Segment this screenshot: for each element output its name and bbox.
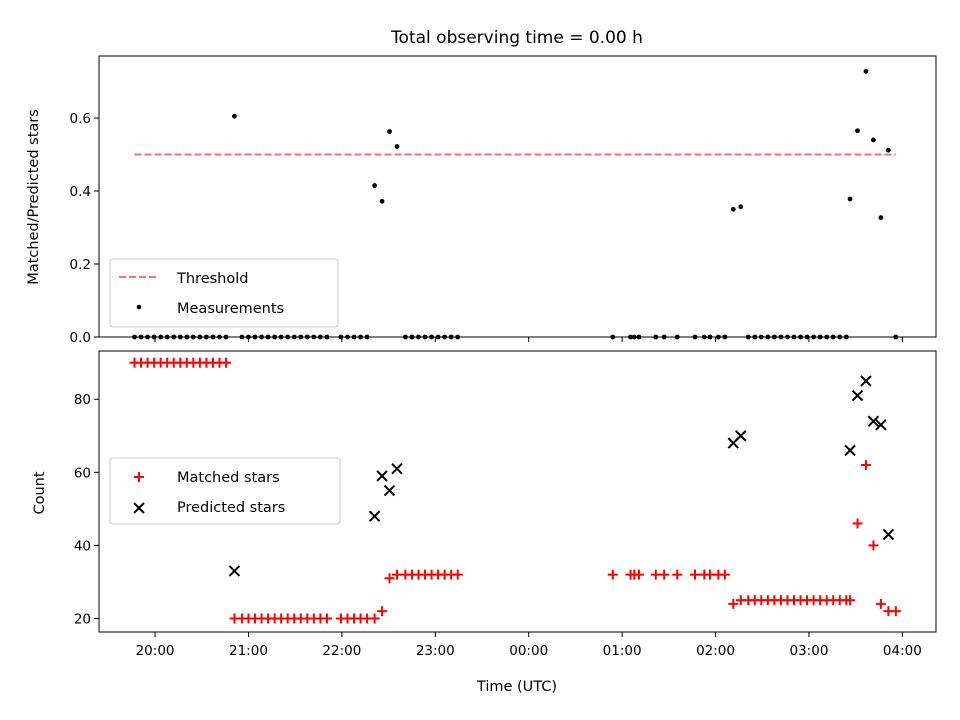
measurement-point bbox=[871, 137, 876, 143]
predicted-star-point bbox=[368, 510, 381, 522]
predicted-star-point bbox=[735, 430, 747, 442]
predicted-star-point bbox=[376, 470, 388, 482]
matched-star-point bbox=[845, 595, 856, 606]
bottom-y-axis-label: Count bbox=[32, 471, 48, 514]
bottom-marks bbox=[129, 357, 901, 624]
measurement-point bbox=[878, 215, 884, 221]
matched-star-point bbox=[852, 518, 863, 529]
matched-star-point bbox=[672, 569, 683, 580]
measurements-legend-swatch bbox=[136, 304, 142, 310]
bottom-x-ticks: 20:00 21:00 22:00 23:00 00:00 01:00 02:00 03:00… bbox=[136, 632, 922, 659]
measurement-point bbox=[885, 147, 891, 153]
measurement-point bbox=[855, 128, 860, 134]
predicted-star-point bbox=[391, 462, 403, 475]
x-tick-label: 03:00 bbox=[790, 643, 829, 659]
y-tick-label: 0.0 bbox=[70, 330, 91, 346]
y-tick-label: 60 bbox=[74, 465, 91, 481]
matched-star-point bbox=[875, 598, 886, 609]
chart-title: Total observing time = 0.00 h bbox=[390, 28, 643, 48]
matched-star-point bbox=[633, 569, 644, 580]
measurement-point bbox=[730, 206, 736, 212]
matched-star-point bbox=[728, 598, 739, 609]
matched-star-point bbox=[391, 569, 402, 580]
bottom-panel: Count Time (UTC) 20 40 60 80 20:00 21:00 22:0… bbox=[32, 350, 937, 695]
predicted-star-point bbox=[882, 528, 895, 541]
x-axis-label: Time (UTC) bbox=[476, 679, 557, 695]
matched-star-point bbox=[659, 569, 670, 580]
matched-star-point bbox=[607, 569, 618, 580]
top-y-ticks: 0.0 0.2 0.4 0.6 bbox=[70, 111, 99, 346]
y-tick-label: 0.4 bbox=[70, 184, 91, 200]
top-legend-box bbox=[109, 258, 339, 328]
matched-star-point bbox=[719, 569, 730, 580]
predicted-star-point bbox=[844, 444, 856, 457]
predicted-star-point bbox=[875, 419, 887, 431]
x-tick-label: 23:00 bbox=[416, 643, 455, 659]
measurement-point bbox=[379, 198, 385, 204]
matched-star-point bbox=[221, 357, 232, 368]
matched-star-point bbox=[321, 613, 332, 624]
matched-star-point bbox=[890, 606, 901, 617]
bottom-legend: Matched stars Predicted stars bbox=[109, 457, 341, 525]
top-plot-frame bbox=[98, 55, 937, 338]
matched-star-point bbox=[868, 540, 879, 551]
top-panel: Total observing time = 0.00 h Matched/Pr… bbox=[26, 28, 937, 346]
predicted-legend-swatch bbox=[133, 502, 145, 514]
matched-star-point bbox=[377, 606, 388, 617]
matched-star-point bbox=[704, 569, 715, 580]
matched-star-point bbox=[689, 569, 700, 580]
matched-star-point bbox=[452, 569, 463, 580]
predicted-star-point bbox=[851, 389, 864, 402]
measurement-point bbox=[394, 144, 400, 149]
top-legend: Threshold Measurements bbox=[109, 258, 339, 328]
y-tick-label: 40 bbox=[74, 538, 91, 554]
x-tick-label: 20:00 bbox=[136, 643, 175, 659]
measurement-point bbox=[387, 129, 392, 134]
matched-star-point bbox=[369, 613, 380, 624]
y-tick-label: 80 bbox=[74, 392, 91, 408]
legend-measurements-label: Measurements bbox=[177, 301, 284, 317]
top-y-axis-label: Matched/Predicted stars bbox=[26, 109, 42, 285]
predicted-star-point bbox=[228, 565, 241, 577]
measurement-point bbox=[372, 183, 377, 188]
y-tick-label: 20 bbox=[74, 611, 91, 627]
measurement-point bbox=[738, 204, 744, 210]
y-tick-label: 0.6 bbox=[70, 111, 91, 127]
predicted-star-point bbox=[860, 375, 872, 387]
legend-threshold-label: Threshold bbox=[176, 271, 248, 287]
measurement-point bbox=[863, 68, 869, 74]
predicted-star-point bbox=[383, 484, 396, 497]
predicted-star-point bbox=[867, 415, 880, 427]
measurement-point bbox=[847, 196, 853, 202]
bottom-plot-frame bbox=[98, 350, 937, 633]
x-tick-label: 21:00 bbox=[229, 643, 268, 659]
matched-legend-swatch bbox=[134, 472, 144, 482]
legend-predicted-label: Predicted stars bbox=[177, 500, 285, 516]
top-x-ticks bbox=[154, 337, 903, 342]
matched-star-point bbox=[650, 569, 661, 580]
legend-matched-label: Matched stars bbox=[177, 470, 280, 486]
matched-star-point bbox=[860, 460, 871, 471]
x-tick-label: 04:00 bbox=[883, 643, 922, 659]
x-tick-label: 22:00 bbox=[322, 643, 361, 659]
matched-star-point bbox=[384, 573, 395, 584]
x-tick-label: 01:00 bbox=[603, 643, 642, 659]
measurement-point bbox=[232, 113, 237, 119]
x-tick-label: 02:00 bbox=[696, 643, 735, 659]
bottom-legend-box bbox=[109, 457, 341, 525]
x-tick-label: 00:00 bbox=[509, 643, 548, 659]
bottom-y-ticks: 20 40 60 80 bbox=[74, 392, 99, 627]
y-tick-label: 0.2 bbox=[70, 257, 91, 273]
